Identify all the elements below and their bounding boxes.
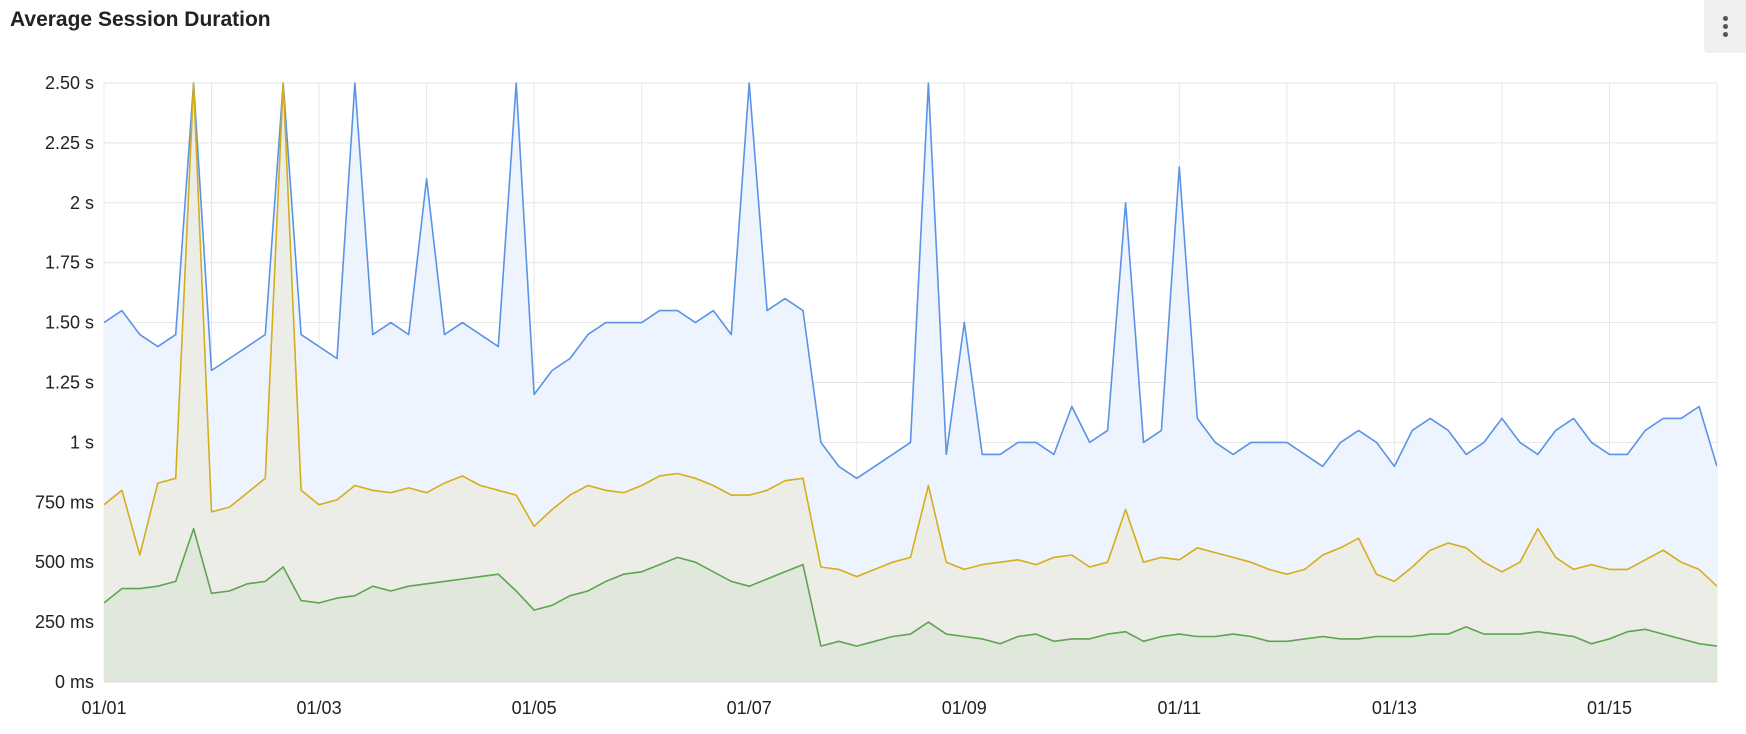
y-tick-label: 500 ms <box>35 552 94 572</box>
chart-title: Average Session Duration <box>10 8 271 31</box>
y-tick-label: 1.75 s <box>45 253 94 273</box>
kebab-vertical-icon <box>1722 16 1728 21</box>
y-tick-label: 0 ms <box>55 672 94 692</box>
y-tick-label: 750 ms <box>35 492 94 512</box>
kebab-menu-button[interactable] <box>1704 0 1746 53</box>
kebab-dot <box>1722 24 1728 29</box>
x-tick-label: 01/13 <box>1372 698 1417 718</box>
x-tick-label: 01/03 <box>297 698 342 718</box>
y-tick-label: 1.50 s <box>45 313 94 333</box>
x-tick-label: 01/01 <box>81 698 126 718</box>
x-tick-label: 01/15 <box>1587 698 1632 718</box>
series-0-line <box>104 82 1717 480</box>
y-tick-label: 2.50 s <box>45 73 94 93</box>
y-tick-label: 2 s <box>70 193 94 213</box>
y-tick-label: 1 s <box>70 432 94 452</box>
series-1-area <box>104 83 1717 682</box>
kebab-dot <box>1722 32 1728 37</box>
x-tick-label: 01/05 <box>512 698 557 718</box>
series-1-line <box>104 82 1717 587</box>
series-2-line <box>104 527 1717 647</box>
x-tick-label: 01/09 <box>942 698 987 718</box>
x-tick-label: 01/07 <box>727 698 772 718</box>
y-tick-label: 1.25 s <box>45 373 94 393</box>
x-tick-label: 01/11 <box>1157 698 1201 718</box>
series-2-area <box>104 528 1717 682</box>
y-tick-label: 2.25 s <box>45 133 94 153</box>
y-tick-label: 250 ms <box>35 612 94 632</box>
